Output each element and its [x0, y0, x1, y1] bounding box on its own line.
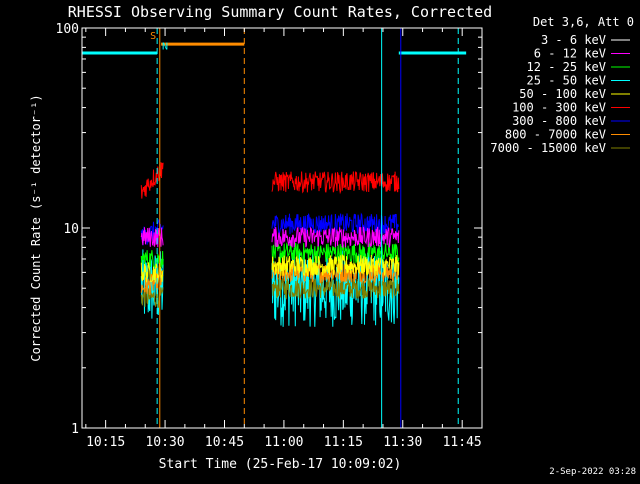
- legend-label-3: 25 - 50 keV: [527, 74, 606, 88]
- y-tick-label-2: 100: [56, 22, 79, 37]
- chart-title: RHESSI Observing Summary Count Rates, Co…: [68, 3, 492, 21]
- series-4-trace-1: [271, 253, 400, 277]
- annotation-1: N: [162, 42, 168, 53]
- series-8-trace-1: [271, 277, 400, 300]
- series-7-trace-1: [271, 262, 400, 285]
- x-axis-label: Start Time (25-Feb-17 10:09:02): [159, 457, 402, 472]
- series-1-trace-1: [271, 226, 400, 249]
- legend-header: Det 3,6, Att 0: [533, 15, 634, 29]
- legend-label-6: 300 - 800 keV: [512, 114, 606, 128]
- x-tick-label-4: 11:15: [324, 435, 363, 450]
- legend-label-5: 100 - 300 keV: [512, 101, 606, 115]
- legend-label-8: 7000 - 15000 keV: [490, 141, 606, 155]
- y-axis-label: Corrected Count Rate (s⁻¹ detector⁻¹): [29, 94, 43, 361]
- legend-label-1: 6 - 12 keV: [534, 47, 606, 61]
- x-tick-label-0: 10:15: [86, 435, 125, 450]
- axes-layer: 1 10 100 10:15 10:30 10:45 11:00 11:15 11:30 11:4…: [56, 22, 483, 450]
- x-tick-label-5: 11:30: [383, 435, 422, 450]
- x-tick-label-6: 11:45: [443, 435, 482, 450]
- plot-layer: SN: [82, 28, 467, 428]
- x-tick-label-1: 10:30: [145, 435, 184, 450]
- legend-label-7: 800 - 7000 keV: [505, 128, 606, 142]
- timestamp: 2-Sep-2022 03:28: [549, 467, 636, 477]
- x-tick-label-3: 11:00: [264, 435, 303, 450]
- x-tick-label-2: 10:45: [205, 435, 244, 450]
- annotation-0: S: [150, 31, 156, 42]
- y-tick-label-1: 10: [63, 222, 79, 237]
- series-5-trace-1: [271, 170, 400, 195]
- y-tick-label-0: 1: [71, 422, 79, 437]
- legend-label-4: 50 - 100 keV: [519, 87, 606, 101]
- legend-label-2: 12 - 25 keV: [527, 60, 606, 74]
- legend-label-0: 3 - 6 keV: [541, 33, 606, 47]
- series-0-trace-1: [271, 111, 400, 142]
